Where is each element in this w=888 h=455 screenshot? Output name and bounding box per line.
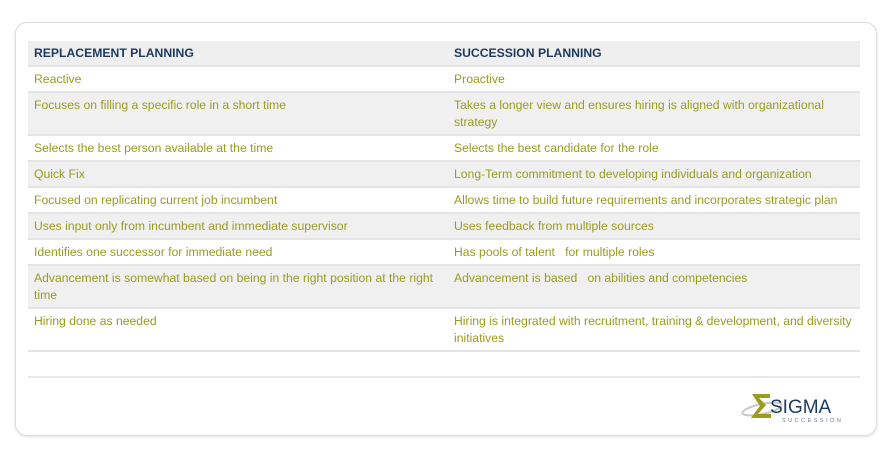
table-header-row: REPLACEMENT PLANNING SUCCESSION PLANNING xyxy=(28,41,860,67)
replacement-cell: Reactive xyxy=(28,66,448,93)
table-row: Selects the best person available at the… xyxy=(28,135,860,162)
table-row: Hiring done as needed Hiring is integrate… xyxy=(28,308,860,352)
header-replacement-planning: REPLACEMENT PLANNING xyxy=(28,41,448,67)
succession-cell: Takes a longer view and ensures hiring i… xyxy=(448,92,860,136)
divider xyxy=(28,376,860,378)
table-row: Focused on replicating current job incum… xyxy=(28,187,860,214)
replacement-cell: Focuses on filling a specific role in a … xyxy=(28,92,448,136)
table-row: Identifies one successor for immediate n… xyxy=(28,239,860,266)
succession-cell: Allows time to build future requirements… xyxy=(448,187,860,214)
table-row: Uses input only from incumbent and immed… xyxy=(28,213,860,240)
table-row: Focuses on filling a specific role in a … xyxy=(28,92,860,136)
comparison-table: REPLACEMENT PLANNING SUCCESSION PLANNING… xyxy=(28,41,860,389)
succession-cell: Hiring is integrated with recruitment, t… xyxy=(448,308,860,352)
sigma-succession-logo: SIGMA SUCCESSION xyxy=(741,394,843,424)
table-row: Reactive Proactive xyxy=(28,66,860,93)
empty-cell xyxy=(28,351,448,389)
table-row: Advancement is somewhat based on being i… xyxy=(28,265,860,309)
replacement-cell: Advancement is somewhat based on being i… xyxy=(28,265,448,309)
succession-cell: Has pools of talent for multiple roles xyxy=(448,239,860,266)
succession-cell: Selects the best candidate for the role xyxy=(448,135,860,162)
replacement-cell: Focused on replicating current job incum… xyxy=(28,187,448,214)
empty-row xyxy=(28,351,860,389)
replacement-cell: Identifies one successor for immediate n… xyxy=(28,239,448,266)
replacement-cell: Selects the best person available at the… xyxy=(28,135,448,162)
succession-cell: Uses feedback from multiple sources xyxy=(448,213,860,240)
header-succession-planning: SUCCESSION PLANNING xyxy=(448,41,860,67)
replacement-cell: Quick Fix xyxy=(28,161,448,188)
succession-cell: Long-Term commitment to developing indiv… xyxy=(448,161,860,188)
svg-text:SUCCESSION: SUCCESSION xyxy=(782,418,843,424)
replacement-cell: Hiring done as needed xyxy=(28,308,448,352)
empty-cell xyxy=(448,351,860,389)
succession-cell: Advancement is based on abilities and co… xyxy=(448,265,860,309)
table-row: Quick Fix Long-Term commitment to develop… xyxy=(28,161,860,188)
succession-cell: Proactive xyxy=(448,66,860,93)
svg-text:SIGMA: SIGMA xyxy=(770,397,832,418)
replacement-cell: Uses input only from incumbent and immed… xyxy=(28,213,448,240)
